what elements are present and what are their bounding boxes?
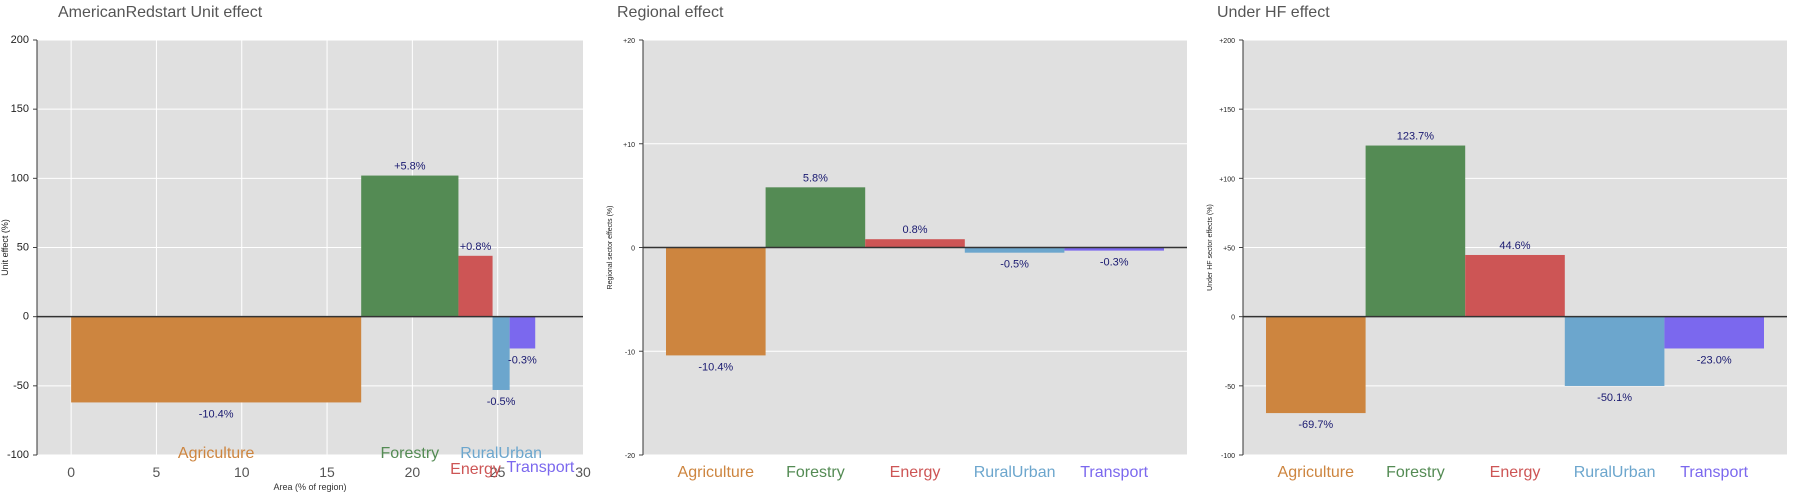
y-tick-label: 100 — [11, 172, 29, 184]
y-axis-label: Unit effect (%) — [0, 219, 10, 276]
category-label: RuralUrban — [974, 464, 1056, 481]
x-tick-label: 30 — [575, 464, 591, 480]
data-label: -0.5% — [1000, 259, 1029, 271]
x-tick-label: 25 — [490, 464, 506, 480]
data-label: -23.0% — [1697, 354, 1732, 366]
y-tick-label: 50 — [17, 242, 29, 254]
y-tick-label: -100 — [1221, 453, 1235, 460]
bar-transport — [509, 316, 536, 349]
data-label: -50.1% — [1597, 392, 1632, 404]
y-tick-label: 0 — [631, 246, 635, 253]
data-label: -10.4% — [698, 361, 733, 373]
bar-forestry — [361, 175, 459, 317]
category-label: Forestry — [1386, 464, 1445, 481]
y-tick-label: +20 — [623, 38, 635, 45]
bar-transport — [1064, 247, 1164, 251]
data-label: -0.3% — [508, 354, 537, 366]
x-tick-label: 5 — [153, 464, 161, 480]
category-label: Agriculture — [678, 464, 755, 481]
y-tick-label: 150 — [11, 103, 29, 115]
y-tick-label: -50 — [1225, 384, 1235, 391]
data-label: -0.3% — [1100, 257, 1129, 269]
y-axis-label: Regional sector effects (%) — [607, 206, 614, 290]
y-tick-label: +10 — [623, 142, 635, 149]
category-label: Transport — [1080, 464, 1148, 481]
data-label: 5.8% — [803, 172, 828, 184]
category-label: Energy — [450, 461, 501, 478]
y-tick-label: -50 — [13, 380, 29, 392]
bar-agriculture — [1266, 316, 1366, 414]
y-axis-label: Under HF sector effects (%) — [1207, 204, 1214, 291]
x-tick-label: 10 — [234, 464, 250, 480]
y-tick-label: +150 — [1219, 107, 1235, 114]
bar-ruralurban — [1564, 316, 1665, 386]
category-label: Forestry — [786, 464, 845, 481]
bar-forestry — [1365, 145, 1466, 317]
x-tick-label: 20 — [405, 464, 421, 480]
data-label: +5.8% — [394, 161, 426, 173]
data-label: -69.7% — [1298, 419, 1333, 431]
data-label: 123.7% — [1397, 131, 1435, 143]
category-label: RuralUrban — [1574, 464, 1656, 481]
x-axis-label: Area (% of region) — [273, 482, 346, 492]
category-label: Agriculture — [1278, 464, 1355, 481]
y-tick-label: 200 — [11, 34, 29, 46]
y-tick-label: +200 — [1219, 38, 1235, 45]
category-label: Energy — [890, 464, 941, 481]
data-label: -10.4% — [199, 408, 234, 420]
regional-effect-panel: Regional effect -20 -10 0 +10 +20 Regional se… — [600, 0, 1200, 500]
data-label: 0.8% — [902, 224, 927, 236]
bar-agriculture — [666, 247, 766, 356]
bar-agriculture — [71, 316, 362, 403]
bar-energy — [865, 239, 965, 248]
category-label: Transport — [506, 459, 574, 476]
regional-effect-chart: -20 -10 0 +10 +20 Regional sector effects (%)… — [607, 38, 1187, 481]
y-tick-label: +50 — [1223, 246, 1235, 253]
category-label: Forestry — [380, 445, 439, 462]
under-hf-effect-title: Under HF effect — [1217, 4, 1330, 21]
category-label: Energy — [1490, 464, 1541, 481]
bar-ruralurban — [964, 247, 1065, 253]
y-tick-label: 0 — [1231, 315, 1235, 322]
category-label: Agriculture — [178, 445, 255, 462]
data-label: 44.6% — [1499, 240, 1530, 252]
bar-energy — [458, 255, 493, 317]
regional-effect-title: Regional effect — [617, 4, 724, 21]
unit-effect-panel: AmericanRedstart Unit effect -100 -50 0 50 1… — [0, 0, 591, 500]
x-tick-label: 0 — [67, 464, 75, 480]
bar-transport — [1664, 316, 1764, 349]
bar-energy — [1465, 254, 1565, 317]
unit-effect-chart: -100 -50 0 50 100 150 200 Unit effect (%) 0 5 10 15… — [0, 34, 591, 492]
y-tick-label: -10 — [625, 349, 635, 356]
data-label: +0.8% — [460, 241, 492, 253]
y-tick-label: +100 — [1219, 176, 1235, 183]
category-label: Transport — [1680, 464, 1748, 481]
data-label: -0.5% — [487, 396, 516, 408]
under-hf-effect-panel: Under HF effect -100 -50 0 +50 +100 +150 +200 U… — [1200, 0, 1800, 500]
y-tick-label: -100 — [7, 449, 29, 461]
under-hf-effect-chart: -100 -50 0 +50 +100 +150 +200 Under HF sector e… — [1207, 38, 1787, 481]
y-tick-label: -20 — [625, 453, 635, 460]
x-tick-label: 15 — [319, 464, 335, 480]
bar-forestry — [765, 187, 866, 248]
unit-effect-title: AmericanRedstart Unit effect — [58, 4, 263, 21]
y-tick-label: 0 — [23, 311, 29, 323]
bar-ruralurban — [492, 316, 510, 390]
category-label: RuralUrban — [460, 445, 542, 462]
